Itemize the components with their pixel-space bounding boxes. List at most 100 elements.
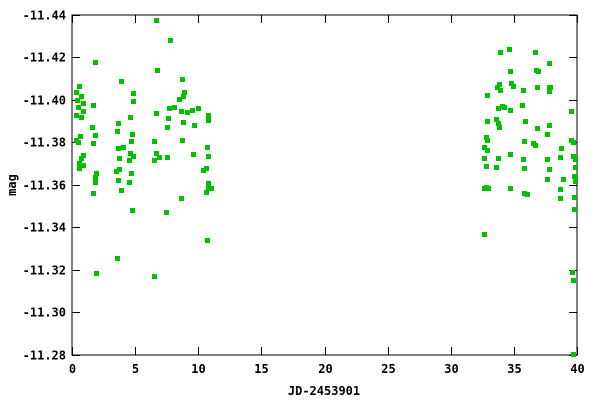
data-point xyxy=(155,68,160,73)
data-point xyxy=(482,232,487,237)
data-point xyxy=(81,101,86,106)
data-point xyxy=(93,175,98,180)
data-point xyxy=(93,133,98,138)
data-point xyxy=(206,185,211,190)
data-point xyxy=(484,135,489,140)
data-point xyxy=(571,140,576,145)
data-point xyxy=(190,108,195,113)
data-point xyxy=(482,145,487,150)
data-point xyxy=(547,167,552,172)
data-point xyxy=(93,60,98,65)
data-point xyxy=(76,140,81,145)
data-point xyxy=(569,109,574,114)
x-tick-label: 0 xyxy=(69,362,76,376)
data-point xyxy=(509,81,514,86)
data-point xyxy=(508,186,513,191)
data-point xyxy=(204,166,209,171)
data-point xyxy=(81,153,86,158)
data-point xyxy=(74,113,79,118)
data-point xyxy=(168,38,173,43)
data-point xyxy=(508,69,513,74)
data-point xyxy=(507,47,512,52)
x-tick-label: 15 xyxy=(254,362,268,376)
data-point xyxy=(558,187,563,192)
data-point xyxy=(520,103,525,108)
data-point xyxy=(76,105,81,110)
data-point xyxy=(545,132,550,137)
data-point xyxy=(525,192,530,197)
y-tick-label: -11.38 xyxy=(23,136,66,150)
data-point xyxy=(573,157,578,162)
data-point xyxy=(130,132,135,137)
y-tick-label: -11.32 xyxy=(23,264,66,278)
data-point xyxy=(545,157,550,162)
data-point xyxy=(177,97,182,102)
y-tick-label: -11.34 xyxy=(23,221,66,235)
data-point xyxy=(117,167,122,172)
data-point xyxy=(77,166,82,171)
data-point xyxy=(522,191,527,196)
data-point xyxy=(180,138,185,143)
data-point xyxy=(128,115,133,120)
data-point xyxy=(114,169,119,174)
data-point xyxy=(93,180,98,185)
data-point xyxy=(485,93,490,98)
data-point xyxy=(522,166,527,171)
data-point xyxy=(497,82,502,87)
data-point xyxy=(523,119,528,124)
data-point xyxy=(535,126,540,131)
data-point xyxy=(129,139,134,144)
data-point xyxy=(181,94,186,99)
data-point xyxy=(116,121,121,126)
y-tick-label: -11.40 xyxy=(23,94,66,108)
data-point xyxy=(206,154,211,159)
data-point xyxy=(522,139,527,144)
data-point xyxy=(206,181,211,186)
data-point xyxy=(536,69,541,74)
data-point xyxy=(508,108,513,113)
data-point xyxy=(131,91,136,96)
data-point xyxy=(127,180,132,185)
data-point xyxy=(81,163,86,168)
data-point xyxy=(131,99,136,104)
data-point xyxy=(117,156,122,161)
data-point xyxy=(115,256,120,261)
data-point xyxy=(485,119,490,124)
data-point xyxy=(191,152,196,157)
data-point xyxy=(533,50,538,55)
data-point xyxy=(116,178,121,183)
data-point xyxy=(77,84,82,89)
data-point xyxy=(495,85,500,90)
data-point xyxy=(533,143,538,148)
data-point xyxy=(119,79,124,84)
data-point xyxy=(196,106,201,111)
y-axis-label: mag xyxy=(5,174,19,196)
data-point xyxy=(115,129,120,134)
data-point xyxy=(548,85,553,90)
data-point xyxy=(496,156,501,161)
data-point xyxy=(572,195,577,200)
data-point xyxy=(179,196,184,201)
data-point xyxy=(154,18,159,23)
data-point xyxy=(486,186,491,191)
data-point xyxy=(90,125,95,130)
data-point xyxy=(91,103,96,108)
data-point xyxy=(154,111,159,116)
data-points xyxy=(74,18,578,357)
data-point xyxy=(152,274,157,279)
x-tick-label: 10 xyxy=(191,362,205,376)
data-point xyxy=(502,105,507,110)
data-point xyxy=(511,84,516,89)
data-point xyxy=(571,154,576,159)
data-point xyxy=(181,120,186,125)
data-point xyxy=(494,165,499,170)
data-point xyxy=(498,88,503,93)
data-point xyxy=(485,138,490,143)
y-tick-label: -11.42 xyxy=(23,51,66,65)
axis-ticks xyxy=(72,15,578,356)
data-point xyxy=(75,98,80,103)
y-tick-label: -11.44 xyxy=(23,9,66,23)
data-point xyxy=(570,270,575,275)
data-point xyxy=(573,165,578,170)
